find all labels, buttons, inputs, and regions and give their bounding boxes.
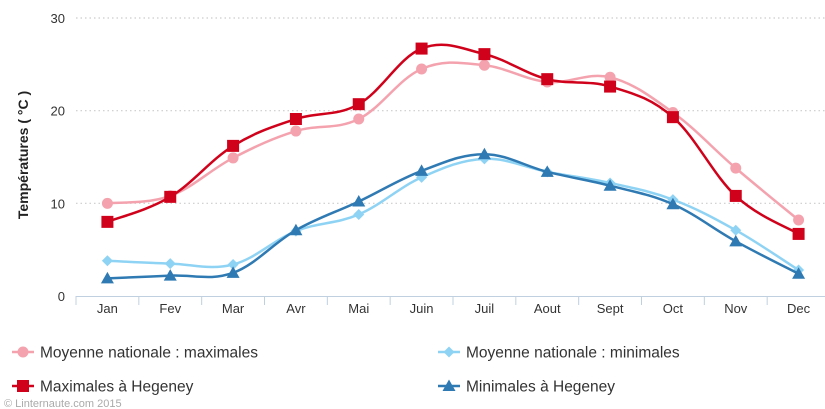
legend-label: Minimales à Hegeney [466, 379, 615, 396]
x-tick-label: Juil [475, 301, 495, 316]
copyright-credit: © Linternaute.com 2015 [4, 398, 122, 409]
data-point[interactable] [540, 165, 554, 177]
legend-marker[interactable] [443, 346, 455, 358]
legend-marker[interactable] [17, 380, 29, 392]
data-point[interactable] [415, 164, 429, 176]
legend[interactable]: Moyenne nationale : maximales Maximales à… [12, 345, 680, 396]
data-point[interactable] [290, 125, 302, 137]
data-point[interactable] [164, 258, 176, 270]
data-point[interactable] [164, 190, 177, 203]
series-line [106, 43, 800, 235]
data-point[interactable] [227, 139, 240, 152]
data-point[interactable] [352, 194, 366, 207]
x-tick-label: Aout [534, 301, 561, 316]
x-tick-label: Jan [97, 301, 118, 316]
x-tick-label: Fev [159, 301, 181, 316]
series-triangle [100, 147, 806, 284]
data-point[interactable] [478, 59, 490, 71]
data-point[interactable] [353, 208, 365, 220]
y-axis-title: Températures ( °C ) [15, 91, 31, 219]
legend-item[interactable]: Moyenne nationale : maximales [12, 345, 258, 362]
legend-item[interactable]: Minimales à Hegeney [438, 379, 615, 396]
series-line [107, 157, 800, 272]
x-tick-label: Sept [597, 301, 624, 316]
data-point[interactable] [227, 258, 239, 270]
x-tick-label: Mai [348, 301, 369, 316]
legend-marker[interactable] [17, 346, 29, 358]
series-diamond [101, 153, 805, 276]
x-tick-label: Dec [787, 301, 811, 316]
series-group [100, 42, 806, 284]
data-point[interactable] [792, 267, 806, 279]
data-point[interactable] [353, 113, 365, 125]
legend-label: Moyenne nationale : minimales [466, 345, 680, 362]
data-point[interactable] [163, 269, 177, 281]
data-point[interactable] [730, 162, 742, 174]
data-point[interactable] [793, 214, 805, 226]
data-point[interactable] [101, 215, 114, 228]
x-axis: Jan Fev Mar Avr Mai Juin Juil Aout Sept Oct Nov Dec [75, 296, 825, 316]
x-tick-label: Avr [286, 301, 306, 316]
data-point[interactable] [541, 73, 554, 86]
data-point[interactable] [416, 63, 428, 75]
y-tick-label: 0 [58, 289, 65, 304]
data-point[interactable] [227, 152, 239, 164]
data-point[interactable] [352, 98, 365, 111]
y-tick-label: 20 [51, 104, 65, 119]
data-point[interactable] [415, 42, 428, 55]
data-point[interactable] [603, 179, 617, 191]
y-tick-label: 10 [51, 196, 65, 211]
legend-label: Maximales à Hegeney [40, 379, 194, 396]
series-square [101, 42, 805, 240]
data-point[interactable] [478, 48, 491, 61]
legend-marker[interactable] [442, 379, 456, 392]
data-point[interactable] [604, 71, 616, 83]
x-tick-label: Juin [410, 301, 434, 316]
data-point[interactable] [604, 80, 617, 93]
data-point[interactable] [101, 197, 113, 209]
x-tick-label: Oct [663, 301, 684, 316]
data-point[interactable] [289, 113, 302, 126]
data-point[interactable] [101, 255, 113, 267]
data-point[interactable] [792, 227, 805, 240]
data-point[interactable] [100, 271, 114, 284]
x-tick-label: Mar [222, 301, 245, 316]
data-point[interactable] [226, 266, 240, 278]
y-tick-label: 30 [51, 11, 65, 26]
data-point[interactable] [730, 224, 742, 236]
data-point[interactable] [666, 197, 680, 210]
data-point[interactable] [477, 147, 491, 160]
data-point[interactable] [729, 189, 742, 202]
x-tick-label: Nov [724, 301, 748, 316]
data-point[interactable] [666, 111, 679, 124]
legend-item[interactable]: Moyenne nationale : minimales [438, 345, 680, 362]
series-circle [101, 59, 805, 226]
y-axis: 0 10 20 30 [51, 11, 65, 304]
legend-item[interactable]: Maximales à Hegeney [12, 379, 194, 396]
data-point[interactable] [729, 234, 743, 247]
data-point[interactable] [289, 223, 303, 236]
legend-label: Moyenne nationale : maximales [40, 345, 258, 362]
